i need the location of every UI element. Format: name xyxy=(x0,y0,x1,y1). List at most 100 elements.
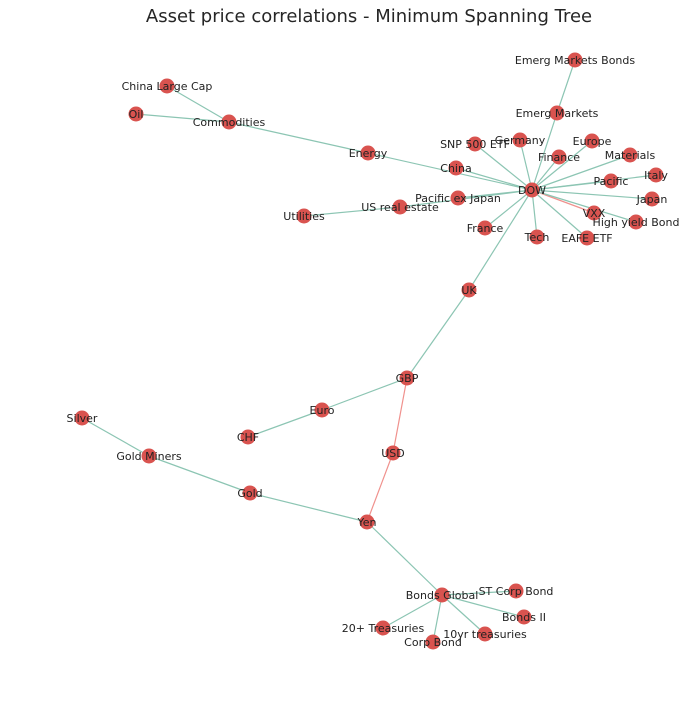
node-label-materials: Materials xyxy=(605,149,656,162)
edge-usd-gbp xyxy=(392,377,408,454)
edge-china-large-cap-commodities xyxy=(166,85,230,123)
node-snp-500-etf xyxy=(467,136,483,152)
node-france xyxy=(477,220,493,236)
node-label-tech: Tech xyxy=(524,231,550,244)
edge-gold-miners-gold xyxy=(148,455,251,494)
node-label-gbp: GBP xyxy=(396,372,419,385)
node-materials xyxy=(622,147,638,163)
node-label-oil: Oil xyxy=(129,108,144,121)
node-label-high-yield-bond: High yield Bond xyxy=(593,216,680,229)
edge-eafe-etf-dow xyxy=(531,189,588,239)
node-chf xyxy=(240,429,256,445)
edge-pacific-dow xyxy=(531,180,612,191)
node-bonds-global xyxy=(434,587,450,603)
node-label-finance: Finance xyxy=(538,151,580,164)
node-emerg-markets-bonds xyxy=(567,52,583,68)
node-layer xyxy=(74,52,664,650)
node-china-large-cap xyxy=(159,78,175,94)
node-vxx xyxy=(586,205,602,221)
node-utilities xyxy=(296,208,312,224)
node-20-treasuries xyxy=(375,620,391,636)
edge-euro-gbp xyxy=(321,377,408,411)
node-label-bonds-global: Bonds Global xyxy=(406,589,479,602)
node-tech xyxy=(529,229,545,245)
node-uk xyxy=(461,282,477,298)
node-label-utilities: Utilities xyxy=(283,210,325,223)
edge-france-dow xyxy=(484,189,533,229)
edge-yen-usd xyxy=(366,452,394,523)
node-gbp xyxy=(399,370,415,386)
node-label-10yr-treasuries: 10yr treasuries xyxy=(443,628,527,641)
edge-corp-bond-bonds-global xyxy=(432,594,443,643)
label-layer: Emerg Markets Bonds Emerg Markets China La… xyxy=(67,54,680,649)
node-japan xyxy=(644,191,660,207)
node-finance xyxy=(551,149,567,165)
node-label-germany: Germany xyxy=(495,134,546,147)
edge-20-treasuries-bonds-global xyxy=(382,594,443,629)
edge-gbp-uk xyxy=(406,289,470,379)
edge-emerg-markets-bonds-emerg-markets xyxy=(556,59,576,114)
node-label-emerg-markets-bonds: Emerg Markets Bonds xyxy=(515,54,636,67)
edge-layer xyxy=(81,59,657,643)
node-label-corp-bond: Corp Bond xyxy=(404,636,462,649)
node-label-silver: Silver xyxy=(67,412,98,425)
node-italy xyxy=(648,167,664,183)
node-china xyxy=(448,160,464,176)
node-label-pacific-ex-japan: Pacific ex Japan xyxy=(415,192,501,205)
node-label-pacific: Pacific xyxy=(594,175,629,188)
node-st-corp-bond xyxy=(508,583,524,599)
edge-yen-bonds-global xyxy=(366,521,443,596)
edge-high-yield-bond-dow xyxy=(531,189,637,223)
node-label-yen: Yen xyxy=(357,516,377,529)
node-label-eafe-etf: EAFE ETF xyxy=(561,232,612,245)
node-usd xyxy=(385,445,401,461)
edge-china-dow xyxy=(455,167,533,191)
node-label-china-large-cap: China Large Cap xyxy=(122,80,213,93)
node-pacific-ex-japan xyxy=(450,190,466,206)
edge-us-real-estate-dow xyxy=(399,189,533,208)
node-europe xyxy=(584,133,600,149)
node-label-usd: USD xyxy=(381,447,405,460)
edge-st-corp-bond-bonds-global xyxy=(441,590,517,596)
node-label-japan: Japan xyxy=(636,193,668,206)
edge-uk-dow xyxy=(468,189,533,291)
node-euro xyxy=(314,402,330,418)
node-commodities xyxy=(221,114,237,130)
node-silver xyxy=(74,410,90,426)
edge-emerg-markets-dow xyxy=(531,112,558,191)
node-label-europe: Europe xyxy=(573,135,612,148)
edge-materials-dow xyxy=(531,154,631,191)
edge-tech-dow xyxy=(531,189,538,238)
edge-europe-dow xyxy=(531,140,593,191)
edge-germany-dow xyxy=(519,139,533,191)
node-us-real-estate xyxy=(392,199,408,215)
node-pacific xyxy=(603,173,619,189)
node-label-italy: Italy xyxy=(644,169,668,182)
node-oil xyxy=(128,106,144,122)
node-label-euro: Euro xyxy=(310,404,335,417)
node-label-bonds-ii: Bonds II xyxy=(502,611,546,624)
edge-chf-euro xyxy=(247,409,323,438)
chart-title: Asset price correlations - Minimum Spann… xyxy=(146,6,592,27)
node-corp-bond xyxy=(425,634,441,650)
node-label-energy: Energy xyxy=(349,147,388,160)
node-yen xyxy=(359,514,375,530)
node-eafe-etf xyxy=(579,230,595,246)
edge-10yr-treasuries-bonds-global xyxy=(441,594,486,635)
edge-bonds-ii-bonds-global xyxy=(441,594,525,618)
node-label-gold-miners: Gold Miners xyxy=(116,450,182,463)
node-label-st-corp-bond: ST Corp Bond xyxy=(479,585,554,598)
edge-gold-yen xyxy=(249,492,368,523)
node-label-emerg-markets: Emerg Markets xyxy=(516,107,599,120)
edge-japan-dow xyxy=(531,189,653,200)
node-label-20-treasuries: 20+ Treasuries xyxy=(342,622,425,635)
node-emerg-markets xyxy=(549,105,565,121)
node-label-gold: Gold xyxy=(237,487,262,500)
edge-silver-gold-miners xyxy=(81,417,150,457)
node-gold xyxy=(242,485,258,501)
node-label-uk: UK xyxy=(461,284,477,297)
edge-vxx-dow xyxy=(531,189,595,214)
edge-oil-commodities xyxy=(135,113,230,123)
node-label-snp-500-etf: SNP 500 ETF xyxy=(440,138,510,151)
